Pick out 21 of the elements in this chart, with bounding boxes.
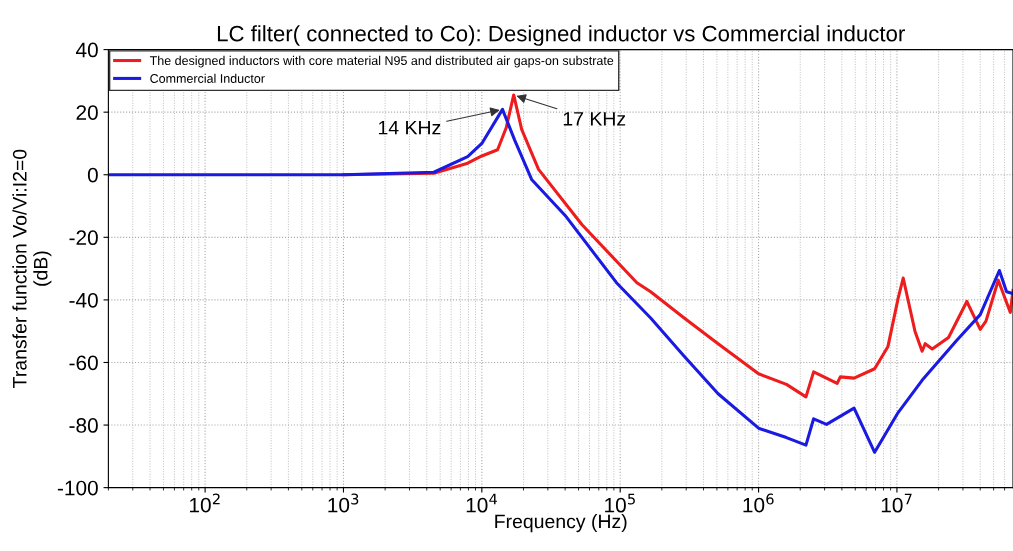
y-tick-label: 40 (75, 42, 98, 58)
y-tick-label: 20 (76, 105, 98, 120)
x-tick-label: 10$^{6}$ (743, 493, 774, 513)
y-tick-label: -80 (69, 418, 98, 433)
y-tick-label: -40 (69, 292, 98, 308)
y-axis-title: Transfer function Vo/Vi:I2=0 (dB) (12, 149, 52, 388)
chart-title: LC filter( connected to Co): Designed inductor vs Commercial inductor (217, 25, 905, 46)
legend-label: The designed inductors with core material N95 and distributed air gaps-on substrate (149, 55, 614, 68)
annotation: 14 KHz (378, 120, 441, 135)
x-tick-label: 10$^{2}$ (190, 493, 220, 513)
x-tick-label: 10$^{3}$ (328, 493, 359, 513)
y-tick-label: -60 (69, 355, 98, 371)
annotation: 17 KHz (563, 112, 626, 126)
y-tick-label: -100 (57, 480, 98, 496)
x-axis-title: Frequency (Hz) (495, 514, 627, 533)
y-tick-label: -20 (69, 230, 98, 246)
y-tick-label: 0 (87, 167, 98, 183)
x-tick-label: 10$^{5}$ (605, 493, 635, 513)
legend-label: Commercial Inductor (150, 73, 265, 83)
x-tick-label: 10$^{4}$ (466, 493, 497, 513)
x-tick-label: 10$^{7}$ (881, 493, 912, 513)
